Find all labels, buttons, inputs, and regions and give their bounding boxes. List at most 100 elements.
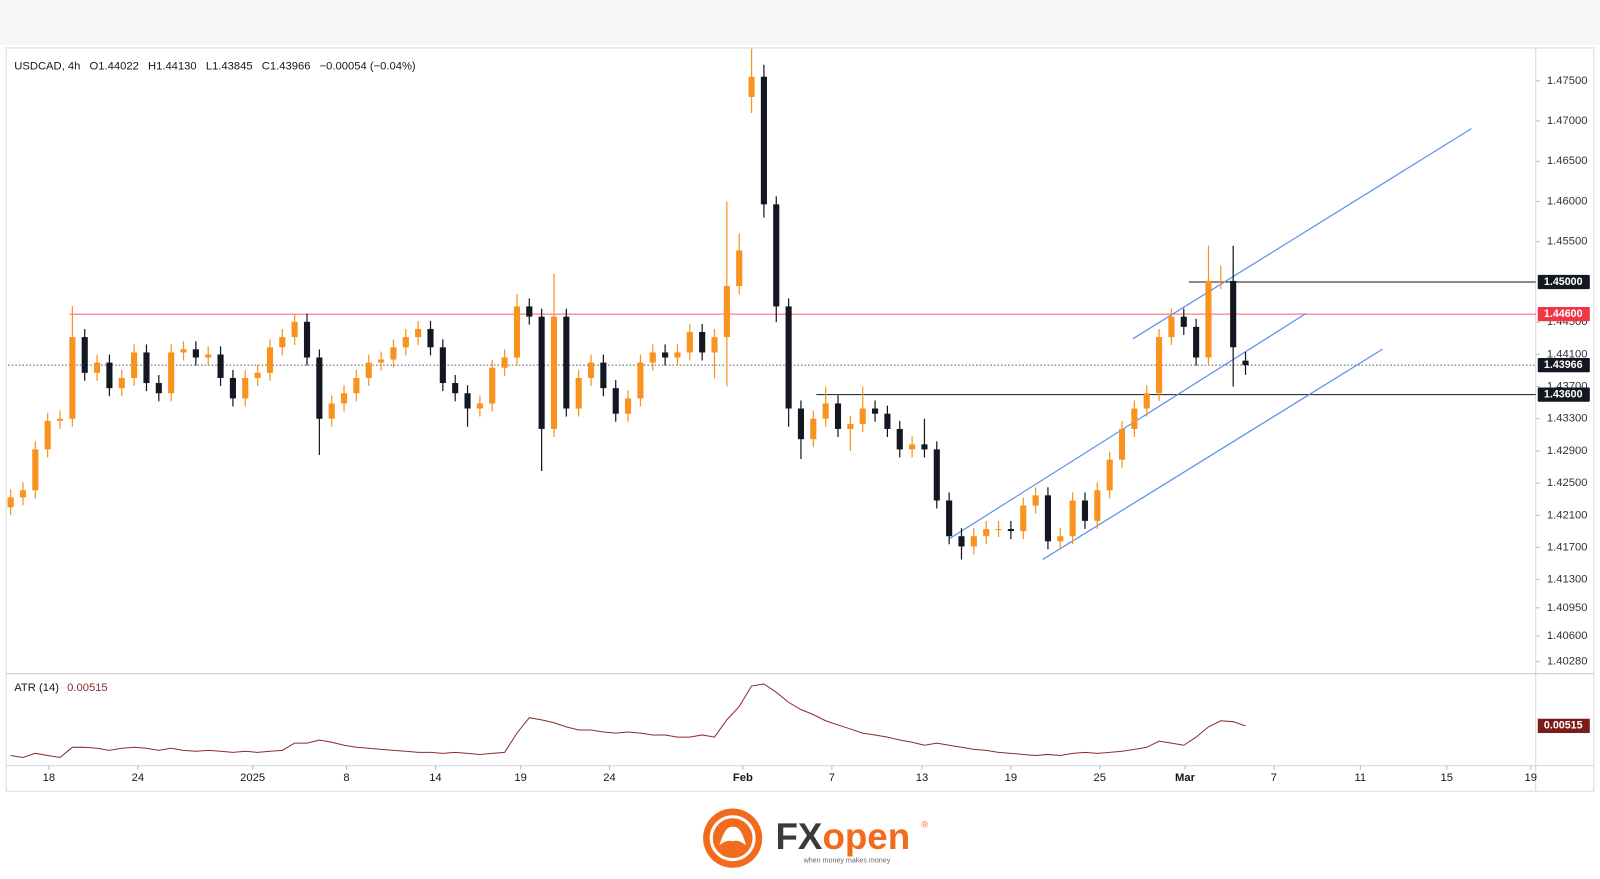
candle-body — [1242, 360, 1249, 366]
candle-body — [1230, 280, 1237, 348]
candle-body — [958, 536, 965, 547]
candle-body — [242, 377, 249, 399]
y-tick-label: 1.42100 — [1547, 509, 1588, 521]
candle-body — [291, 321, 298, 338]
level-label: 1.45000 — [1544, 276, 1583, 288]
tagline: when money makes money — [803, 857, 891, 865]
level-label: 1.43600 — [1544, 388, 1583, 400]
candle-body — [600, 362, 607, 389]
x-tick-label: 15 — [1441, 772, 1453, 784]
candle-body — [303, 321, 311, 358]
candle-body — [1106, 459, 1113, 491]
candle-body — [736, 250, 743, 287]
candle-body — [1156, 337, 1163, 394]
logo-ring — [709, 815, 756, 862]
candle-body — [847, 423, 854, 429]
candle-body — [217, 354, 224, 378]
x-tick-label: 11 — [1355, 772, 1367, 784]
candle-body — [933, 449, 940, 501]
candle-body — [94, 362, 101, 373]
x-tick-label: 19 — [1005, 772, 1017, 784]
level-label: 1.44600 — [1544, 308, 1583, 320]
x-tick-label: 25 — [1094, 772, 1106, 784]
level-label-box — [1537, 387, 1590, 402]
candle-body — [56, 418, 64, 421]
candle-body — [180, 349, 187, 353]
candle-body — [1057, 536, 1064, 542]
candle-body — [563, 316, 570, 409]
atr-value: 0.00515 — [67, 682, 108, 694]
candle-body — [155, 383, 162, 394]
candle-body — [279, 337, 286, 348]
candle-body — [19, 490, 27, 498]
candle-body — [526, 306, 533, 317]
candle-body — [32, 449, 39, 491]
candle-body — [760, 76, 767, 205]
candle-body — [1217, 280, 1224, 282]
candle-body — [69, 337, 76, 419]
candle-body — [205, 354, 212, 358]
candle-body — [859, 408, 866, 424]
candle-body — [1020, 505, 1027, 532]
footer: FXopen ® when money makes money — [703, 808, 928, 868]
x-tick-label: 8 — [343, 772, 349, 784]
x-tick-label: 14 — [429, 772, 441, 784]
candle-body — [168, 352, 175, 394]
candle-body — [822, 403, 829, 419]
candle-body — [1180, 316, 1187, 327]
candle-body — [970, 536, 977, 547]
brand: FXopen — [776, 816, 911, 857]
y-tick-label: 1.42500 — [1547, 477, 1588, 489]
candle-body — [390, 347, 397, 360]
candle-body — [1032, 495, 1039, 506]
candle-body — [637, 362, 644, 399]
x-tick-label: 18 — [43, 772, 55, 784]
y-tick-label: 1.40600 — [1547, 630, 1588, 642]
candle-body — [1118, 428, 1126, 460]
channel-line — [1132, 128, 1472, 340]
y-tick-label: 1.44100 — [1547, 348, 1588, 360]
candle-body — [810, 418, 817, 440]
candle-body — [7, 497, 14, 508]
candle-body — [464, 393, 471, 409]
candle-body — [143, 352, 150, 384]
x-tick-label: 7 — [1271, 772, 1277, 784]
candle-body — [625, 398, 632, 414]
y-tick-label: 1.47000 — [1547, 115, 1588, 127]
candle-body — [686, 332, 693, 353]
candle-body — [587, 362, 595, 378]
candle-body — [81, 337, 88, 373]
candle-body — [229, 377, 236, 399]
level-label: 1.43966 — [1544, 359, 1583, 371]
top-strip — [0, 0, 1600, 45]
candle-body — [711, 337, 718, 353]
candle-body — [1069, 500, 1076, 537]
candle-body — [353, 377, 360, 394]
candle-body — [106, 362, 113, 389]
y-tick-label: 1.41700 — [1547, 541, 1588, 553]
candle-body — [612, 388, 619, 414]
candle-body — [131, 352, 138, 378]
y-tick-label: 1.45500 — [1547, 236, 1588, 248]
candle-body — [649, 352, 656, 363]
y-tick-label: 1.40280 — [1547, 656, 1588, 668]
candle-body — [1168, 316, 1175, 338]
channel-line — [1042, 348, 1383, 560]
candle-body — [266, 347, 274, 373]
plot: USDCAD, 4h O1.44022 H1.44130 L1.43845 C1.439… — [7, 48, 1590, 784]
header-text: USDCAD, 4h — [14, 60, 80, 72]
brand-open: open — [822, 816, 910, 857]
candle-body — [489, 367, 496, 404]
header-text: O1.44022 — [90, 60, 139, 72]
atr-label-box — [1537, 718, 1590, 734]
candle-body — [871, 408, 879, 414]
header-text: −0.00054 (−0.04%) — [320, 60, 416, 72]
y-tick-label: 1.42900 — [1547, 445, 1588, 457]
y-tick-label: 1.46000 — [1547, 195, 1588, 207]
candle-body — [538, 316, 545, 429]
candle-body — [773, 204, 780, 307]
candle-body — [1193, 326, 1200, 358]
candle-body — [674, 352, 681, 358]
header-text: C1.43966 — [262, 60, 311, 72]
y-tick-label: 1.47500 — [1547, 75, 1588, 87]
